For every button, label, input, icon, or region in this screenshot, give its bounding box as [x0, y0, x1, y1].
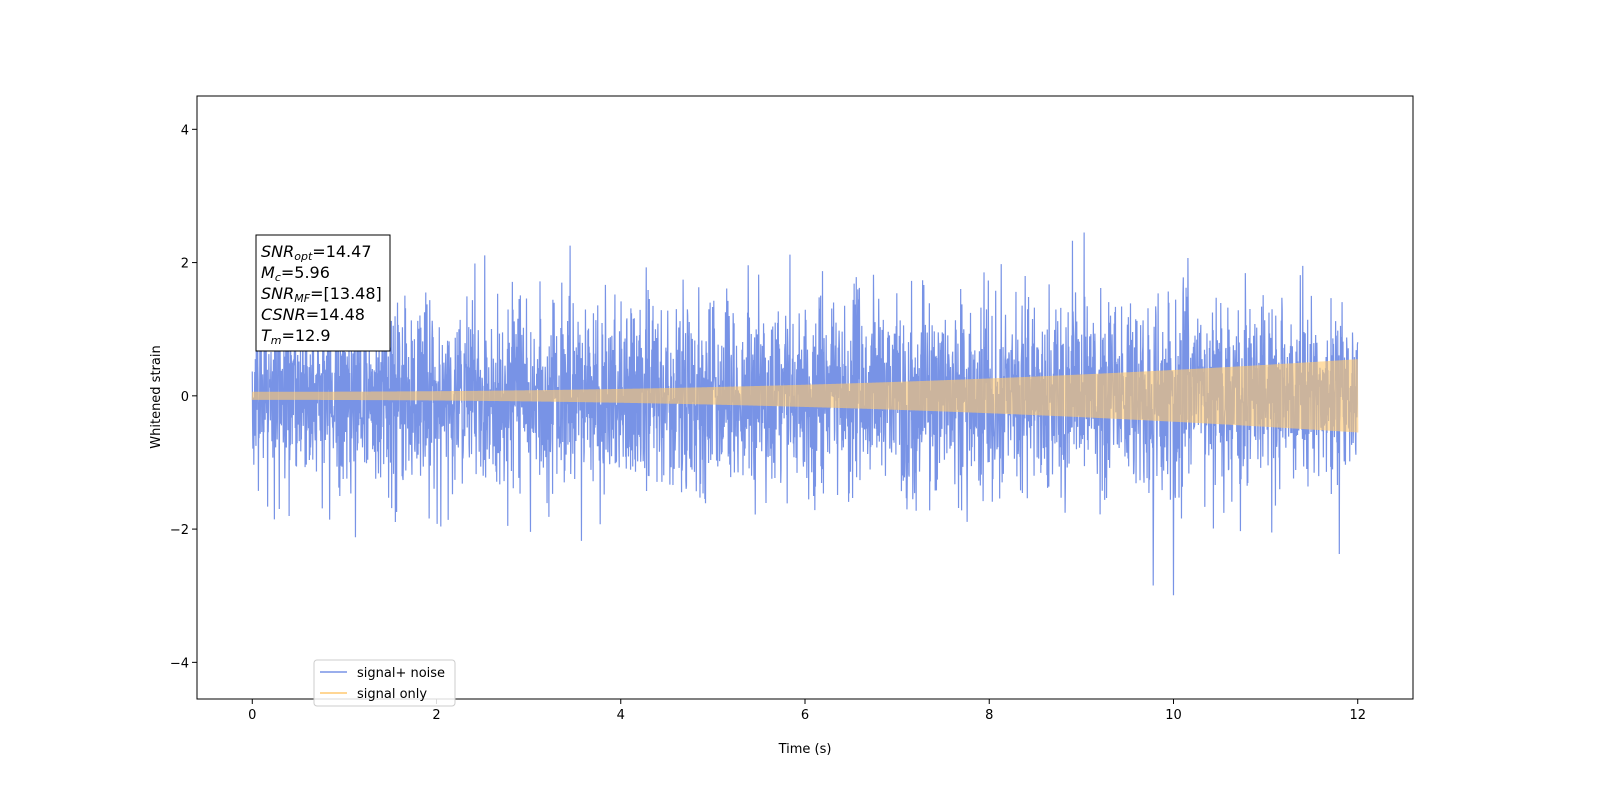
x-tick-label: 12 [1349, 708, 1366, 723]
y-axis-ticks: −4 −2 0 2 4 [170, 123, 197, 671]
series-signal-plus-noise [251, 232, 1359, 596]
annotation-line: Mc=5.96 [261, 263, 330, 284]
annotation-line: Tm=12.9 [261, 326, 331, 347]
y-tick-label: 2 [181, 257, 189, 272]
series-signal-only [251, 359, 1359, 433]
legend-frame [313, 659, 456, 707]
x-axis-label: Time (s) [778, 742, 832, 757]
annotation-frame [255, 234, 391, 352]
x-tick-label: 4 [617, 708, 625, 723]
x-tick-label: 10 [1165, 708, 1182, 723]
y-tick-label: −2 [170, 523, 189, 538]
series-layer [251, 232, 1359, 596]
y-tick-label: 0 [181, 390, 189, 405]
annotation-line: SNRMF=[13.48] [261, 284, 382, 305]
stats-annotation-box: SNRopt=14.47Mc=5.96SNRMF=[13.48]CSNR=14.… [255, 234, 391, 352]
annotation-line: CSNR=14.48 [261, 305, 365, 324]
legend-entry: signal only [357, 687, 427, 702]
x-tick-label: 8 [985, 708, 993, 723]
x-tick-label: 0 [248, 708, 256, 723]
x-tick-label: 2 [432, 708, 440, 723]
y-tick-label: −4 [170, 656, 189, 671]
annotation-line: SNRopt=14.47 [261, 242, 372, 263]
y-tick-label: 4 [181, 123, 189, 138]
x-tick-label: 6 [801, 708, 809, 723]
y-axis-label: Whitened strain [149, 345, 164, 448]
legend: signal+ noise signal only [313, 659, 456, 707]
legend-entry: signal+ noise [357, 666, 445, 681]
